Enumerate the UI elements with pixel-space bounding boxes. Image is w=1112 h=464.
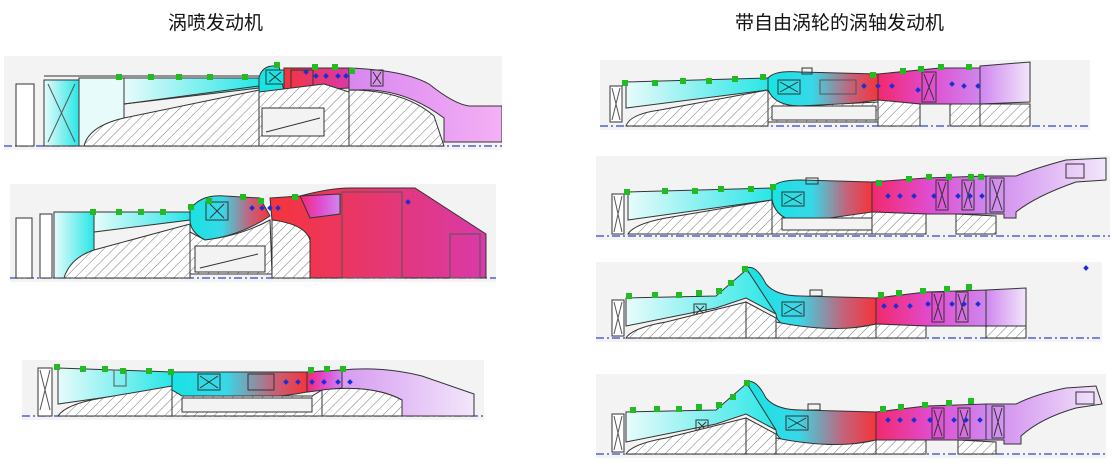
- turboshaft-title: 带自由涡轮的涡轴发动机: [735, 12, 945, 34]
- turboshaft-diagram-4: [596, 374, 1106, 458]
- turboshaft-diagram-1: [600, 60, 1090, 130]
- turboshaft-diagram-3: [596, 262, 1102, 342]
- turboshaft-diagram-2: [596, 156, 1110, 240]
- turbojet-title: 涡喷发动机: [168, 12, 264, 34]
- turbojet-diagram-3: [22, 360, 484, 420]
- turbojet-diagram-1: [4, 56, 502, 150]
- turbojet-diagram-2: [10, 184, 496, 282]
